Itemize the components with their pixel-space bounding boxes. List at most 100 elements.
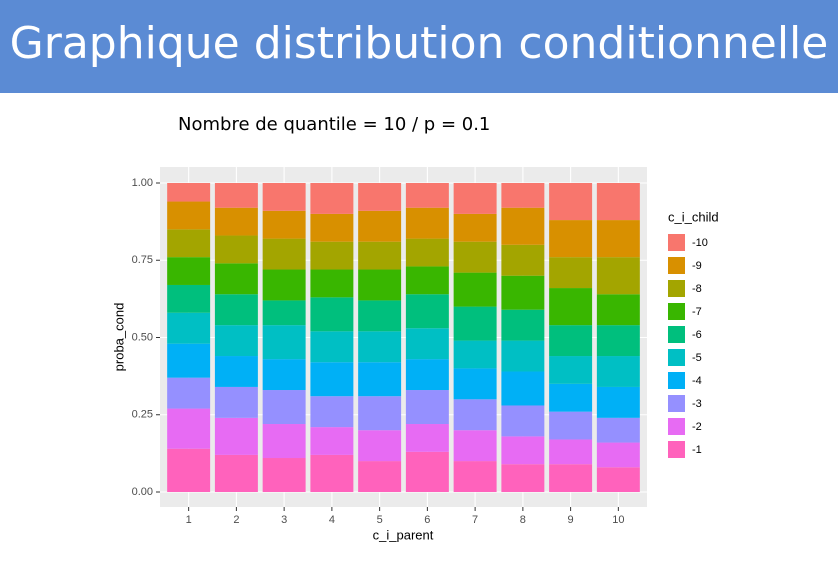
bar-segment bbox=[310, 454, 354, 492]
x-tick-label: 3 bbox=[281, 514, 287, 526]
bar-segment bbox=[596, 467, 640, 492]
bar-segment bbox=[358, 210, 402, 242]
bar-segment bbox=[310, 183, 354, 214]
bar-segment bbox=[262, 424, 306, 459]
bar-segment bbox=[501, 207, 545, 245]
bar-segment bbox=[262, 238, 306, 270]
title-banner bbox=[0, 0, 838, 93]
y-tick-label: 0.00 bbox=[132, 486, 153, 498]
bar-segment bbox=[405, 390, 449, 425]
bar-segment bbox=[358, 269, 402, 301]
bar-segment bbox=[214, 235, 258, 264]
bar-segment bbox=[453, 213, 497, 242]
x-tick-label: 8 bbox=[520, 514, 526, 526]
legend-label: -9 bbox=[692, 260, 702, 272]
y-tick-label: 0.25 bbox=[132, 409, 153, 421]
bar-segment bbox=[549, 288, 593, 326]
bar-segment bbox=[167, 229, 211, 258]
bar-segment bbox=[167, 257, 211, 285]
bar-segment bbox=[596, 257, 640, 295]
x-tick-label: 10 bbox=[612, 514, 624, 526]
bar-segment bbox=[214, 356, 258, 387]
bar-segment bbox=[405, 359, 449, 391]
bar-segment bbox=[310, 396, 354, 428]
bar-segment bbox=[167, 448, 211, 492]
bar-segment bbox=[549, 220, 593, 258]
bar-segment bbox=[358, 362, 402, 397]
y-tick-label: 0.50 bbox=[132, 331, 153, 343]
bar-segment bbox=[549, 439, 593, 465]
bar-segment bbox=[167, 343, 211, 378]
bar-segment bbox=[310, 297, 354, 332]
legend-key bbox=[668, 326, 685, 343]
bar-segment bbox=[262, 458, 306, 492]
slide-title: Graphique distribution conditionnelle bbox=[10, 18, 829, 69]
legend-key bbox=[668, 418, 685, 435]
bar-segment bbox=[405, 207, 449, 239]
x-tick-label: 5 bbox=[377, 514, 383, 526]
bar-segment bbox=[167, 408, 211, 449]
bar-segment bbox=[501, 464, 545, 492]
y-tick-label: 0.75 bbox=[132, 254, 153, 266]
x-axis-title: c_i_parent bbox=[373, 527, 434, 542]
bar-segment bbox=[358, 461, 402, 492]
bar-segment bbox=[167, 183, 211, 202]
bar-segment bbox=[501, 371, 545, 406]
bar-segment bbox=[453, 340, 497, 369]
bar-segment bbox=[405, 183, 449, 208]
legend-key bbox=[668, 441, 685, 458]
legend-label: -7 bbox=[692, 306, 702, 318]
bar-segment bbox=[549, 325, 593, 357]
y-axis-title: proba_cond bbox=[111, 303, 126, 372]
x-tick-label: 6 bbox=[424, 514, 430, 526]
bar-segment bbox=[214, 417, 258, 455]
bar-segment bbox=[358, 430, 402, 462]
bar-segment bbox=[596, 294, 640, 326]
legend-label: -8 bbox=[692, 283, 702, 295]
legend-key bbox=[668, 303, 685, 320]
bar-segment bbox=[453, 272, 497, 307]
legend-title: c_i_child bbox=[668, 209, 719, 224]
legend-key bbox=[668, 349, 685, 366]
x-tick-label: 2 bbox=[233, 514, 239, 526]
bar-segment bbox=[262, 359, 306, 391]
bar-segment bbox=[214, 386, 258, 418]
bar-segment bbox=[501, 275, 545, 310]
legend-label: -4 bbox=[692, 375, 702, 387]
x-tick-label: 1 bbox=[186, 514, 192, 526]
bar-segment bbox=[214, 294, 258, 326]
bar-segment bbox=[358, 183, 402, 211]
bar-segment bbox=[405, 294, 449, 329]
legend-key bbox=[668, 280, 685, 297]
bar-segment bbox=[549, 257, 593, 289]
subtitle: Nombre de quantile = 10 / p = 0.1 bbox=[178, 114, 490, 135]
legend-key bbox=[668, 395, 685, 412]
bar-segment bbox=[453, 368, 497, 400]
bar-segment bbox=[596, 325, 640, 357]
bar-segment bbox=[310, 362, 354, 397]
bar-segment bbox=[262, 183, 306, 211]
bar-segment bbox=[596, 220, 640, 258]
bar-segment bbox=[453, 306, 497, 341]
legend-label: -10 bbox=[692, 237, 708, 249]
bar-segment bbox=[214, 183, 258, 208]
y-tick-label: 1.00 bbox=[132, 177, 153, 189]
legend-label: -3 bbox=[692, 398, 702, 410]
legend-key bbox=[668, 234, 685, 251]
bar-segment bbox=[310, 427, 354, 455]
bar-segment bbox=[549, 383, 593, 412]
bar-segment bbox=[167, 312, 211, 344]
bar-segment bbox=[262, 390, 306, 425]
legend-label: -1 bbox=[692, 444, 702, 456]
bar-segment bbox=[214, 325, 258, 357]
legend-key bbox=[668, 257, 685, 274]
bar-segment bbox=[262, 210, 306, 239]
bar-segment bbox=[405, 328, 449, 360]
bar-segment bbox=[549, 411, 593, 440]
bar-segment bbox=[549, 183, 593, 221]
legend-label: -5 bbox=[692, 352, 702, 364]
legend-key bbox=[668, 372, 685, 389]
bar-segment bbox=[262, 300, 306, 326]
bar-segment bbox=[405, 424, 449, 452]
